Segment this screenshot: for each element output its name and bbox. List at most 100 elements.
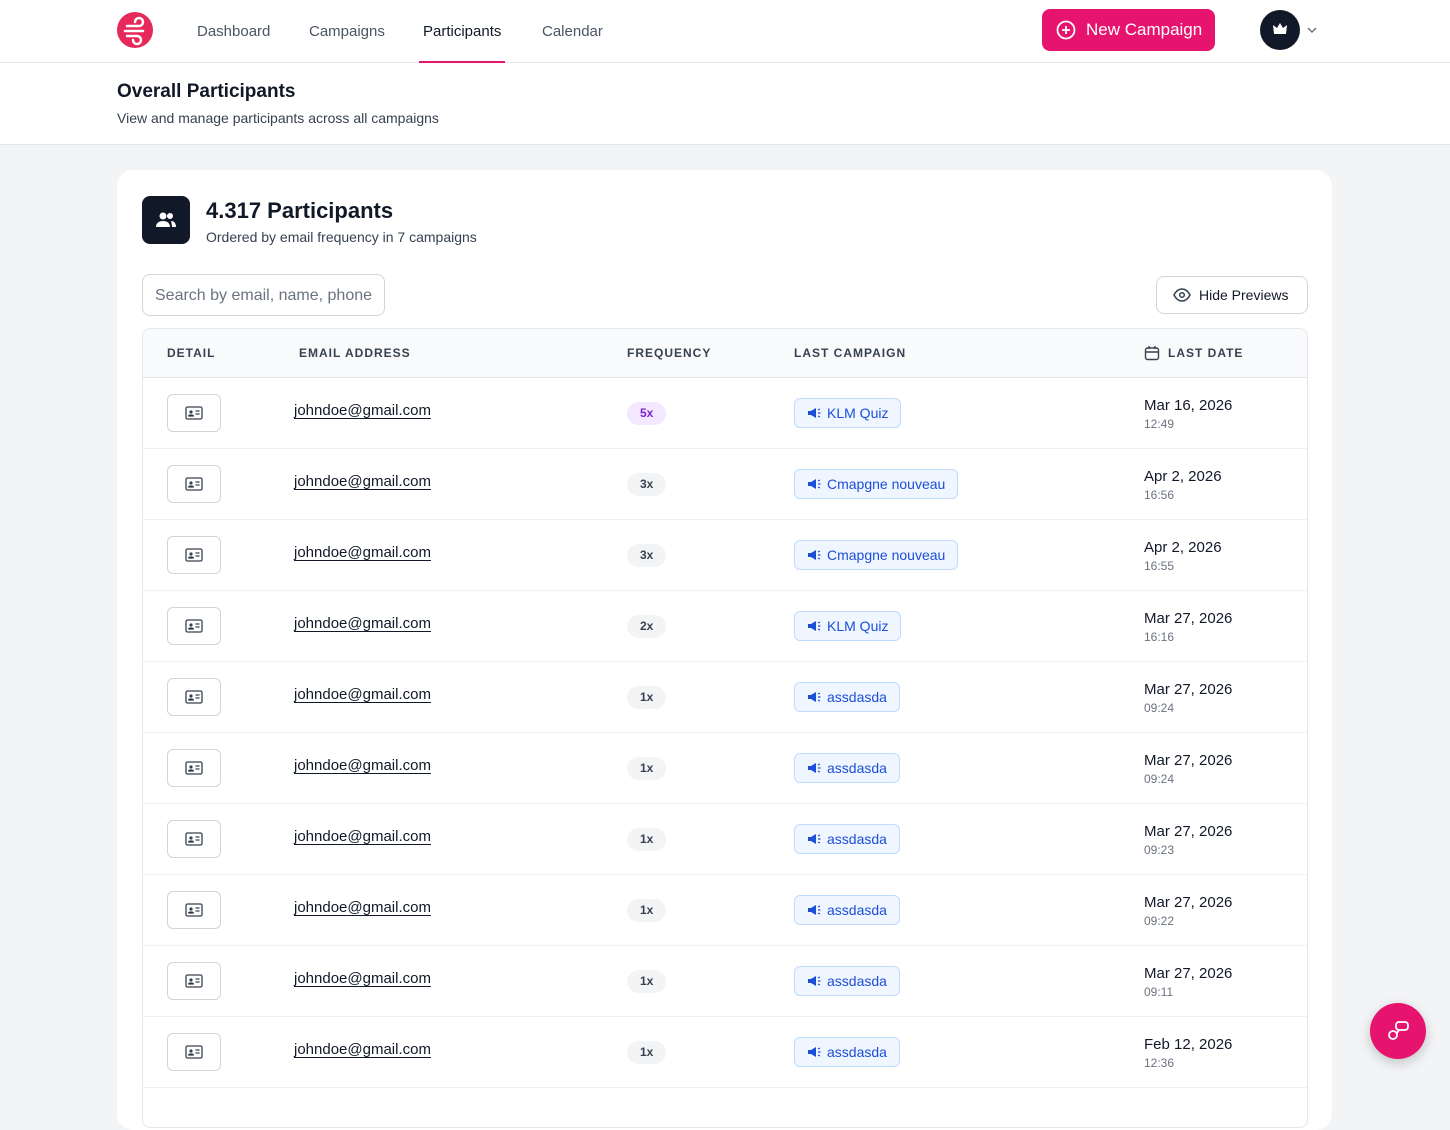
last-date: Mar 16, 2026 bbox=[1144, 397, 1232, 414]
help-button[interactable] bbox=[1370, 1003, 1426, 1059]
frequency-badge-text: 5x bbox=[640, 406, 654, 420]
table-row: johndoe@gmail.com 1x assdasda Mar 27, 2026 0… bbox=[143, 733, 1307, 804]
last-time-text: 16:56 bbox=[1144, 488, 1175, 502]
logo[interactable] bbox=[117, 12, 153, 48]
frequency-badge: 1x bbox=[627, 757, 667, 780]
megaphone-icon bbox=[808, 1047, 821, 1057]
new-campaign-label: New Campaign bbox=[1086, 20, 1203, 39]
last-date-text: Mar 27, 2026 bbox=[1144, 894, 1233, 911]
email-link-text: johndoe@gmail.com bbox=[294, 1041, 431, 1058]
last-time: 09:11 bbox=[1144, 985, 1173, 999]
hide-previews-button[interactable]: Hide Previews bbox=[1156, 276, 1308, 314]
email-link[interactable]: johndoe@gmail.com bbox=[294, 402, 431, 419]
last-time: 12:36 bbox=[1144, 1056, 1174, 1070]
detail-button[interactable] bbox=[167, 891, 221, 929]
page-header: Overall Participants View and manage par… bbox=[0, 63, 1450, 145]
detail-button[interactable] bbox=[167, 394, 221, 432]
page-subtitle: View and manage participants across all … bbox=[117, 110, 439, 126]
column-header: LAST DATE bbox=[1144, 329, 1244, 378]
id-card-icon bbox=[185, 619, 203, 633]
last-date: Mar 27, 2026 bbox=[1144, 965, 1232, 982]
megaphone-icon bbox=[808, 692, 821, 702]
campaign-badge[interactable]: assdasda bbox=[794, 753, 900, 783]
eye-icon bbox=[1173, 288, 1191, 302]
last-time-text: 16:16 bbox=[1144, 630, 1175, 644]
last-date: Mar 27, 2026 bbox=[1144, 894, 1232, 911]
detail-button[interactable] bbox=[167, 962, 221, 1000]
campaign-badge-text: assdasda bbox=[827, 973, 887, 989]
campaign-badge-text: assdasda bbox=[827, 1044, 887, 1060]
email-link-text: johndoe@gmail.com bbox=[294, 615, 431, 632]
last-date-text: Mar 27, 2026 bbox=[1144, 752, 1233, 769]
detail-button[interactable] bbox=[167, 465, 221, 503]
column-header: LAST CAMPAIGN bbox=[794, 329, 906, 378]
column-header-text: LAST DATE bbox=[1168, 346, 1244, 360]
email-link[interactable]: johndoe@gmail.com bbox=[294, 828, 431, 845]
frequency-badge: 1x bbox=[627, 1041, 667, 1064]
frequency-badge-text: 2x bbox=[640, 619, 654, 633]
last-time: 09:24 bbox=[1144, 772, 1174, 786]
frequency-badge-text: 1x bbox=[640, 761, 654, 775]
last-time: 09:22 bbox=[1144, 914, 1174, 928]
email-link[interactable]: johndoe@gmail.com bbox=[294, 757, 431, 774]
campaign-badge[interactable]: KLM Quiz bbox=[794, 398, 902, 428]
last-time-text: 09:24 bbox=[1144, 772, 1175, 786]
detail-button[interactable] bbox=[167, 820, 221, 858]
last-date-text: Mar 27, 2026 bbox=[1144, 965, 1233, 982]
detail-button[interactable] bbox=[167, 1033, 221, 1071]
new-campaign-button[interactable]: New Campaign bbox=[1042, 9, 1215, 51]
email-link[interactable]: johndoe@gmail.com bbox=[294, 686, 431, 703]
nav-link[interactable]: Calendar bbox=[538, 0, 607, 63]
nav-link-text: Campaigns bbox=[309, 23, 385, 40]
campaign-badge[interactable]: Cmapgne nouveau bbox=[794, 540, 959, 570]
campaign-badge-text: assdasda bbox=[827, 689, 887, 705]
campaign-badge[interactable]: assdasda bbox=[794, 682, 900, 712]
megaphone-icon bbox=[808, 905, 821, 915]
table-row: johndoe@gmail.com 2x KLM Quiz Mar 27, 2026 1… bbox=[143, 591, 1307, 662]
id-card-icon bbox=[185, 903, 203, 917]
avatar[interactable] bbox=[1260, 10, 1300, 50]
last-time: 09:23 bbox=[1144, 843, 1174, 857]
frequency-badge: 3x bbox=[627, 544, 667, 567]
campaign-badge[interactable]: assdasda bbox=[794, 966, 900, 996]
nav-link[interactable]: Dashboard bbox=[193, 0, 274, 63]
campaign-badge-text: assdasda bbox=[827, 831, 887, 847]
detail-button[interactable] bbox=[167, 607, 221, 645]
plus-icon bbox=[1056, 20, 1076, 40]
table-row: johndoe@gmail.com 3x Cmapgne nouveau Apr 2,… bbox=[143, 520, 1307, 591]
search-input[interactable]: Search by email, name, phone bbox=[142, 274, 385, 316]
frequency-badge-text: 3x bbox=[640, 548, 654, 562]
table-row: johndoe@gmail.com 1x assdasda Mar 27, 2026 0… bbox=[143, 946, 1307, 1017]
email-link[interactable]: johndoe@gmail.com bbox=[294, 615, 431, 632]
detail-button[interactable] bbox=[167, 536, 221, 574]
campaign-badge[interactable]: assdasda bbox=[794, 895, 900, 925]
campaign-badge[interactable]: assdasda bbox=[794, 824, 900, 854]
top-bar: Dashboard Campaigns Participants Calendar N… bbox=[0, 0, 1450, 63]
campaign-badge[interactable]: Cmapgne nouveau bbox=[794, 469, 959, 499]
frequency-badge: 3x bbox=[627, 473, 667, 496]
detail-button[interactable] bbox=[167, 749, 221, 787]
email-link[interactable]: johndoe@gmail.com bbox=[294, 473, 431, 490]
nav-link[interactable]: Campaigns bbox=[305, 0, 389, 63]
nav-link[interactable]: Participants bbox=[419, 0, 506, 63]
detail-button[interactable] bbox=[167, 678, 221, 716]
email-link[interactable]: johndoe@gmail.com bbox=[294, 544, 431, 561]
table-row: johndoe@gmail.com 1x assdasda Mar 27, 2026 0… bbox=[143, 804, 1307, 875]
table-row: johndoe@gmail.com 3x Cmapgne nouveau Apr 2,… bbox=[143, 449, 1307, 520]
dropdown-chevron[interactable] bbox=[1306, 25, 1318, 35]
id-card-icon bbox=[185, 406, 203, 420]
email-link[interactable]: johndoe@gmail.com bbox=[294, 899, 431, 916]
frequency-badge-text: 1x bbox=[640, 832, 654, 846]
last-date: Mar 27, 2026 bbox=[1144, 610, 1232, 627]
column-header: EMAIL ADDRESS bbox=[299, 329, 411, 378]
nav-link-text: Dashboard bbox=[197, 23, 271, 40]
campaign-badge[interactable]: KLM Quiz bbox=[794, 611, 902, 641]
id-card-icon bbox=[185, 1045, 203, 1059]
email-link[interactable]: johndoe@gmail.com bbox=[294, 1041, 431, 1058]
last-time-text: 09:22 bbox=[1144, 914, 1175, 928]
email-link[interactable]: johndoe@gmail.com bbox=[294, 970, 431, 987]
campaign-badge[interactable]: assdasda bbox=[794, 1037, 900, 1067]
column-header: DETAIL bbox=[167, 329, 215, 378]
frequency-badge-text: 1x bbox=[640, 1045, 654, 1059]
